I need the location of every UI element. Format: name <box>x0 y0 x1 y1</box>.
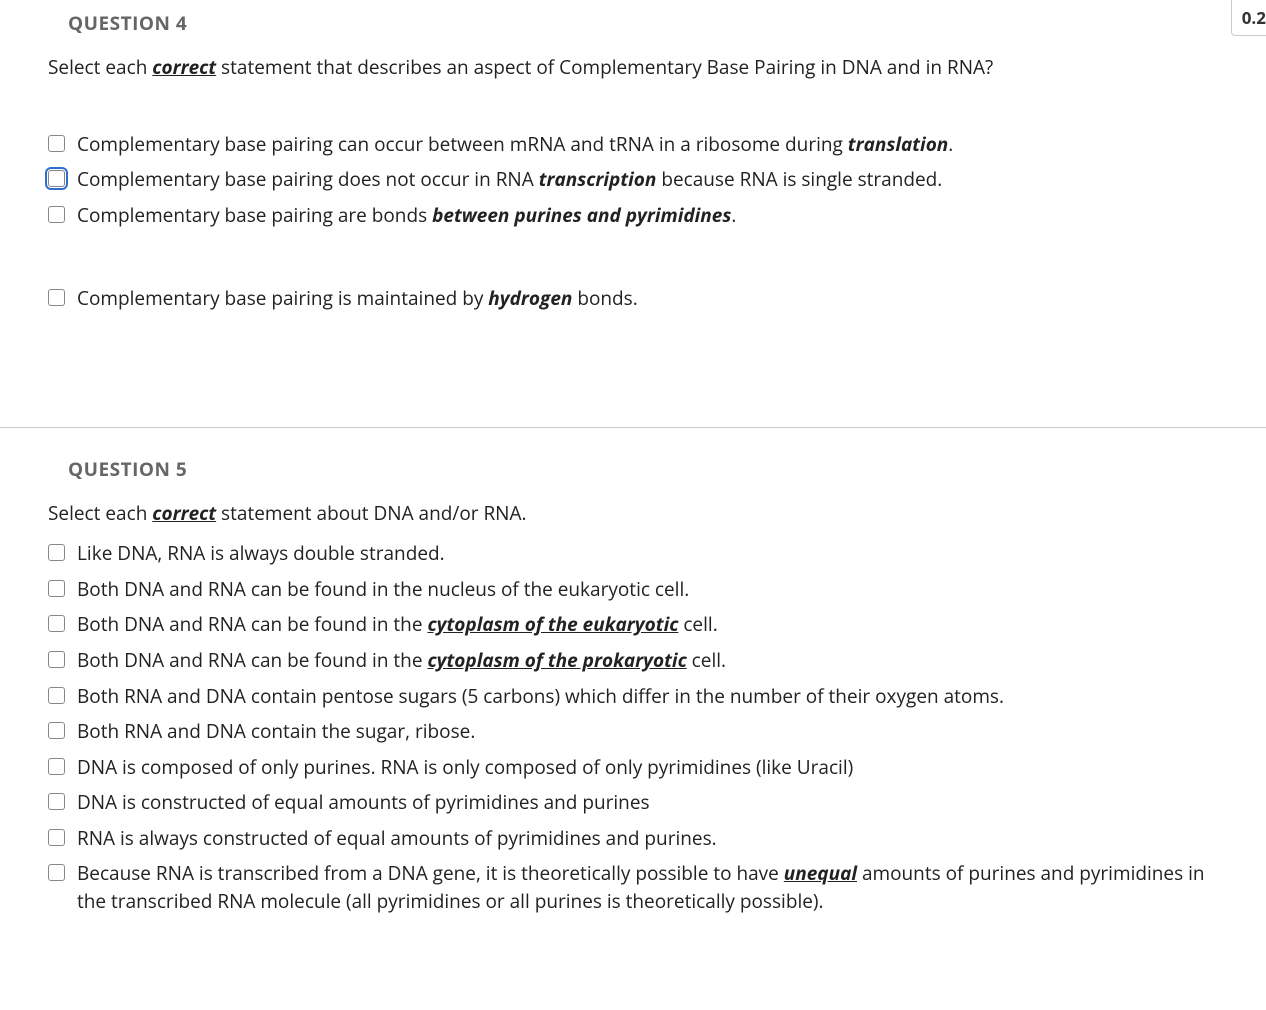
question-4-title: QUESTION 4 <box>48 10 187 36</box>
checkbox-icon[interactable] <box>48 580 65 597</box>
checkbox-icon[interactable] <box>48 758 65 775</box>
checkbox-icon[interactable] <box>48 687 65 704</box>
checkbox-icon[interactable] <box>48 135 65 152</box>
checkbox-icon[interactable] <box>48 170 65 187</box>
q5-option-7[interactable]: DNA is composed of only purines. RNA is … <box>48 750 1218 786</box>
question-5-prompt: Select each correct statement about DNA … <box>48 500 1218 527</box>
q5-option-4[interactable]: Both DNA and RNA can be found in the cyt… <box>48 643 1218 679</box>
q4-option-4-label: Complementary base pairing is maintained… <box>77 285 1218 313</box>
checkbox-icon[interactable] <box>48 793 65 810</box>
q4-option-4[interactable]: Complementary base pairing is maintained… <box>48 281 1218 317</box>
q5-option-9-label: RNA is always constructed of equal amoun… <box>77 825 1218 853</box>
question-4-block: QUESTION 4 0.2 Select each correct state… <box>0 0 1266 428</box>
q4-option-2-label: Complementary base pairing does not occu… <box>77 166 1218 194</box>
question-5-block: QUESTION 5 Select each correct statement… <box>0 428 1266 960</box>
question-4-options-group-1: Complementary base pairing can occur bet… <box>48 127 1218 234</box>
q5-option-6[interactable]: Both RNA and DNA contain the sugar, ribo… <box>48 714 1218 750</box>
q5-option-10-label: Because RNA is transcribed from a DNA ge… <box>77 860 1218 915</box>
checkbox-icon[interactable] <box>48 206 65 223</box>
q5-option-4-label: Both DNA and RNA can be found in the cyt… <box>77 647 1218 675</box>
checkbox-icon[interactable] <box>48 289 65 306</box>
question-5-header: QUESTION 5 <box>48 456 1218 482</box>
spacer <box>48 233 1218 281</box>
q5-option-5[interactable]: Both RNA and DNA contain pentose sugars … <box>48 679 1218 715</box>
checkbox-icon[interactable] <box>48 615 65 632</box>
quiz-page: QUESTION 4 0.2 Select each correct state… <box>0 0 1266 959</box>
q4-option-1[interactable]: Complementary base pairing can occur bet… <box>48 127 1218 163</box>
q5-option-7-label: DNA is composed of only purines. RNA is … <box>77 754 1218 782</box>
q5-option-5-label: Both RNA and DNA contain pentose sugars … <box>77 683 1218 711</box>
checkbox-icon[interactable] <box>48 651 65 668</box>
q5-option-3-label: Both DNA and RNA can be found in the cyt… <box>77 611 1218 639</box>
q5-option-8[interactable]: DNA is constructed of equal amounts of p… <box>48 785 1218 821</box>
q5-option-8-label: DNA is constructed of equal amounts of p… <box>77 789 1218 817</box>
question-5-title: QUESTION 5 <box>48 456 187 482</box>
q4-option-3-label: Complementary base pairing are bonds bet… <box>77 202 1218 230</box>
q5-option-1-label: Like DNA, RNA is always double stranded. <box>77 540 1218 568</box>
q5-option-2[interactable]: Both DNA and RNA can be found in the nuc… <box>48 572 1218 608</box>
checkbox-icon[interactable] <box>48 864 65 881</box>
q5-option-3[interactable]: Both DNA and RNA can be found in the cyt… <box>48 607 1218 643</box>
q5-option-6-label: Both RNA and DNA contain the sugar, ribo… <box>77 718 1218 746</box>
question-4-options-group-2: Complementary base pairing is maintained… <box>48 281 1218 317</box>
q5-option-9[interactable]: RNA is always constructed of equal amoun… <box>48 821 1218 857</box>
spacer <box>48 317 1218 387</box>
question-4-prompt: Select each correct statement that descr… <box>48 54 1218 81</box>
q4-option-2[interactable]: Complementary base pairing does not occu… <box>48 162 1218 198</box>
q5-option-10[interactable]: Because RNA is transcribed from a DNA ge… <box>48 856 1218 919</box>
question-4-header: QUESTION 4 0.2 <box>48 10 1218 36</box>
q5-option-1[interactable]: Like DNA, RNA is always double stranded. <box>48 536 1218 572</box>
q5-option-2-label: Both DNA and RNA can be found in the nuc… <box>77 576 1218 604</box>
checkbox-icon[interactable] <box>48 829 65 846</box>
question-4-points: 0.2 <box>1231 0 1266 36</box>
q4-option-3[interactable]: Complementary base pairing are bonds bet… <box>48 198 1218 234</box>
q4-option-1-label: Complementary base pairing can occur bet… <box>77 131 1218 159</box>
checkbox-icon[interactable] <box>48 722 65 739</box>
checkbox-icon[interactable] <box>48 544 65 561</box>
question-5-options: Like DNA, RNA is always double stranded.… <box>48 536 1218 919</box>
